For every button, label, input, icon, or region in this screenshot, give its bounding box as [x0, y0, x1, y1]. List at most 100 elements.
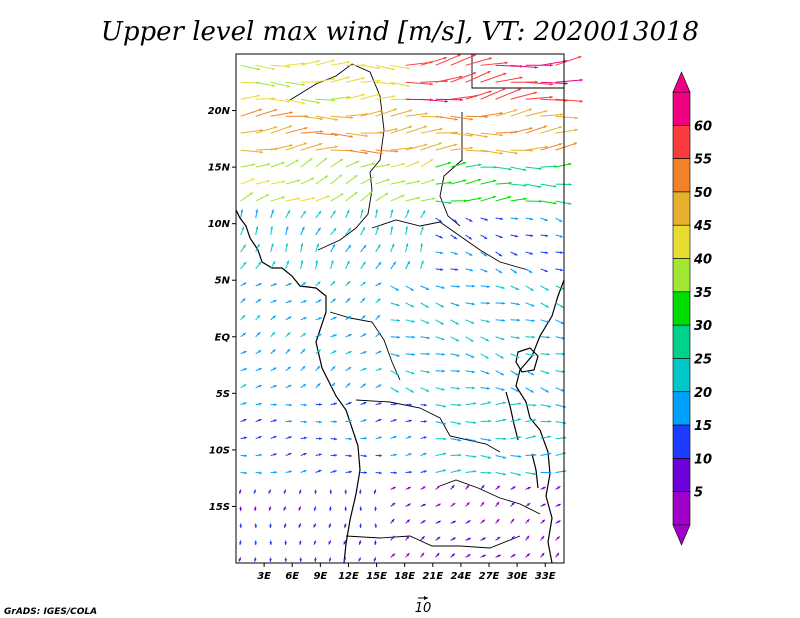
- wind-vector: [405, 353, 416, 356]
- colorbar-segment: [672, 125, 691, 159]
- wind-vector: [300, 383, 307, 389]
- wind-vector: [555, 251, 564, 254]
- y-tick-label: 5N: [215, 276, 231, 287]
- wind-vector: [315, 299, 322, 304]
- wind-vector: [525, 553, 531, 558]
- wind-vector: [240, 108, 263, 117]
- wind-vector: [510, 285, 520, 291]
- wind-vector: [540, 404, 552, 408]
- wind-vector: [330, 350, 337, 355]
- y-tick-label: 10S: [209, 445, 230, 456]
- wind-vector: [540, 200, 557, 205]
- wind-vector: [255, 418, 262, 423]
- wind-vector: [300, 348, 306, 355]
- wind-vector: [285, 403, 293, 407]
- wind-vector: [390, 125, 413, 134]
- wind-vector: [359, 489, 362, 495]
- wind-vector: [510, 518, 515, 524]
- colorbar-bottom-cap: [672, 524, 691, 546]
- wind-vector: [495, 88, 522, 100]
- wind-vector: [240, 261, 247, 270]
- wind-vector: [405, 519, 411, 524]
- wind-vector: [360, 383, 367, 389]
- wind-vector: [480, 419, 492, 423]
- wind-vector: [510, 402, 522, 406]
- wind-vector: [390, 471, 398, 475]
- wind-vector: [540, 486, 546, 490]
- wind-vector: [300, 98, 321, 104]
- wind-vector: [285, 226, 289, 236]
- wind-vector: [405, 435, 412, 440]
- colorbar-label: 5: [694, 486, 703, 501]
- wind-vector: [510, 535, 515, 541]
- wind-vector: [285, 260, 290, 270]
- wind-vector: [420, 319, 430, 325]
- wind-vector: [540, 535, 545, 541]
- wind-vector: [420, 486, 426, 490]
- wind-vector: [465, 132, 488, 138]
- wind-vector: [420, 197, 436, 202]
- wind-vector: [270, 453, 277, 457]
- wind-vector: [375, 244, 381, 253]
- wind-vector: [375, 261, 382, 270]
- wind-vector: [480, 179, 497, 185]
- wind-vector: [450, 217, 458, 223]
- wind-vector: [255, 108, 278, 117]
- wind-vector: [345, 382, 351, 389]
- wind-vector: [240, 471, 248, 475]
- wind-vector: [495, 455, 507, 459]
- wind-vector: [435, 469, 447, 473]
- border-drc-angola: [355, 399, 501, 453]
- wind-vector: [375, 282, 382, 287]
- wind-vector: [284, 557, 288, 562]
- wind-vector: [405, 486, 412, 490]
- wind-vector: [345, 260, 350, 270]
- wind-vector: [435, 369, 446, 373]
- wind-vector: [360, 454, 368, 458]
- x-tick-label: 21E: [422, 571, 443, 582]
- wind-vector: [255, 298, 262, 304]
- wind-vector: [238, 489, 242, 495]
- wind-vector: [540, 234, 549, 238]
- wind-vector: [375, 350, 382, 355]
- wind-vector: [390, 353, 400, 357]
- wind-vector: [555, 55, 582, 66]
- wind-vector: [435, 387, 445, 391]
- wind-vector: [405, 335, 416, 339]
- wind-vector: [238, 557, 242, 562]
- wind-vector: [420, 336, 430, 340]
- wind-vector: [285, 470, 292, 474]
- wind-vector: [480, 519, 486, 524]
- wind-vector: [270, 243, 274, 253]
- wind-vector: [540, 552, 545, 558]
- wind-vector: [435, 319, 444, 325]
- wind-vector: [435, 115, 458, 121]
- wind-vector: [540, 113, 564, 117]
- wind-vector: [420, 503, 427, 507]
- wind-vector: [465, 57, 493, 66]
- wind-vector: [239, 540, 242, 545]
- wind-vector: [390, 453, 397, 457]
- wind-vector: [255, 453, 263, 457]
- wind-vector: [375, 128, 398, 134]
- wind-vector: [360, 436, 368, 440]
- wind-vector: [360, 226, 366, 236]
- wind-vector: [330, 227, 337, 236]
- wind-vector: [315, 349, 322, 355]
- wind-vector: [465, 70, 491, 83]
- colorbar-label: 30: [694, 319, 712, 334]
- wind-vector: [270, 180, 286, 185]
- wind-vector: [510, 251, 518, 256]
- wind-vector: [555, 370, 565, 373]
- wind-vector: [390, 194, 405, 202]
- wind-vector: [465, 90, 492, 100]
- wind-vector: [555, 503, 562, 507]
- wind-vector: [254, 506, 257, 512]
- wind-vector: [283, 523, 287, 528]
- wind-vector: [495, 109, 518, 117]
- wind-vector: [315, 281, 321, 287]
- wind-vector: [270, 331, 276, 338]
- wind-vector: [480, 301, 491, 305]
- wind-vector: [375, 314, 381, 321]
- plot-background: [236, 54, 564, 563]
